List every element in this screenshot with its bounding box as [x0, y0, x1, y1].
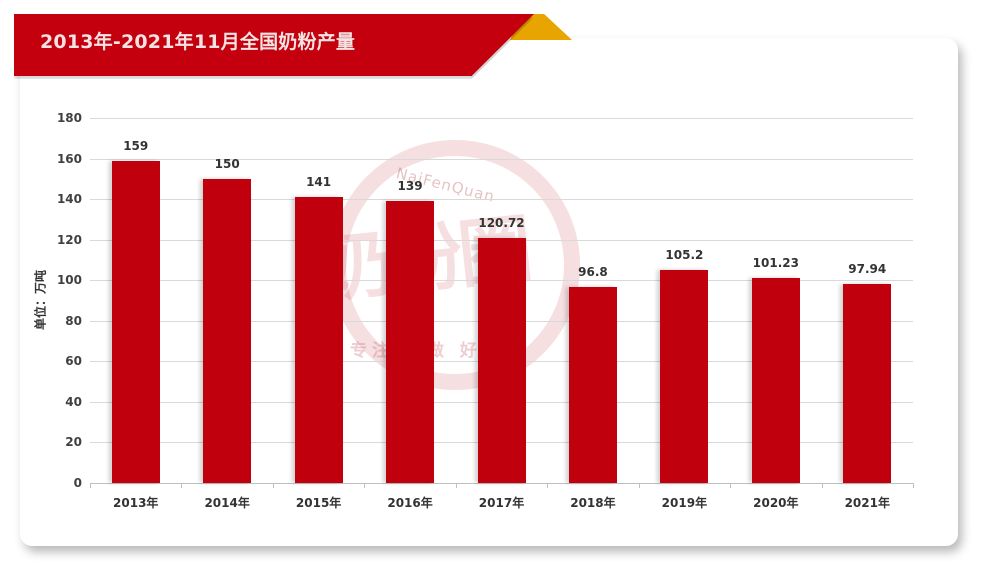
bar: [660, 269, 709, 483]
x-tick-label: 2019年: [661, 496, 708, 510]
x-tick-label: 2013年: [113, 496, 159, 510]
bar-value-label: 101.23: [752, 255, 799, 270]
bar: [294, 197, 343, 483]
bar: [203, 178, 252, 483]
x-tick-label: 2017年: [478, 496, 525, 510]
y-tick-label: 120: [56, 232, 82, 247]
y-tick-label: 60: [65, 354, 82, 369]
bar-value-label: 159: [123, 138, 149, 153]
y-tick-label: 0: [73, 476, 82, 490]
bar-value-label: 150: [214, 156, 240, 171]
y-tick-label: 160: [56, 151, 82, 166]
x-tick-mark: [181, 483, 183, 488]
x-tick-label: 2015年: [295, 496, 342, 510]
bar: [386, 201, 435, 483]
title-banner: [14, 14, 534, 76]
chart-title: 2013年-2021年11月全国奶粉产量: [40, 31, 356, 53]
gridline: [90, 118, 913, 119]
plot-area: 159 150 141 139 120.72 96.8 105.2 101.23 97.94: [90, 118, 914, 488]
x-tick-mark: [272, 483, 274, 488]
bar-value-label: 96.8: [578, 264, 608, 279]
x-tick-label: 2020年: [753, 496, 799, 510]
x-axis-line: [90, 483, 913, 484]
bar: [111, 160, 160, 483]
bar: [568, 286, 617, 483]
x-tick-mark: [455, 483, 457, 488]
y-tick-label: 100: [56, 273, 82, 288]
x-tick-mark: [638, 483, 640, 488]
x-tick-mark: [364, 483, 366, 488]
y-tick-label: 80: [65, 313, 82, 328]
x-tick-mark: [821, 483, 823, 488]
x-tick-label: 2014年: [204, 496, 250, 510]
x-tick-mark: [730, 483, 732, 488]
x-tick-label: 2018年: [570, 496, 616, 510]
bar-value-label: 105.2: [665, 247, 704, 262]
gridline: [90, 158, 913, 160]
bar: [751, 277, 800, 483]
bar-value-label: 97.94: [848, 262, 887, 277]
bar: [477, 238, 526, 483]
gridline: [90, 199, 913, 201]
x-tick-mark: [90, 483, 91, 488]
x-tick-mark: [913, 483, 914, 488]
bar-value-label: 141: [306, 175, 332, 190]
y-tick-label: 180: [56, 111, 82, 125]
y-tick-label: 20: [65, 435, 82, 450]
y-tick-label: 140: [56, 192, 82, 207]
x-tick-label: 2016年: [387, 496, 433, 510]
y-tick-label: 40: [65, 394, 82, 409]
x-tick-mark: [547, 483, 549, 488]
bar-value-label: 120.72: [478, 216, 525, 231]
x-tick-label: 2021年: [844, 496, 890, 510]
bar-value-label: 139: [397, 179, 423, 194]
bar: [843, 284, 892, 483]
